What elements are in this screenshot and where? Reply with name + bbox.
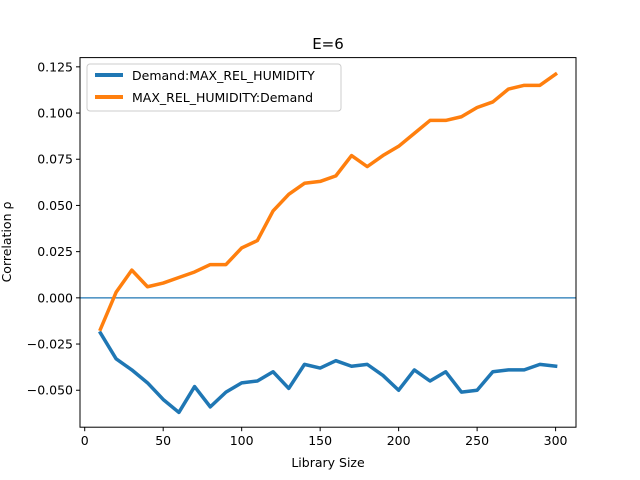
y-axis-ticks: −0.050 −0.025 0.000 0.025 0.050 0.075 0.100 0.1…: [27, 59, 80, 398]
series-line-1: [98, 71, 559, 332]
data-point-s0-25: [491, 370, 494, 373]
data-point-s1-4: [162, 282, 165, 285]
x-axis-label: Library Size: [291, 455, 365, 470]
data-point-s1-19: [397, 145, 400, 148]
x-tick-label: 100: [230, 433, 254, 448]
data-point-s1-10: [256, 239, 259, 242]
data-point-s1-22: [444, 119, 447, 122]
data-point-s1-29: [554, 73, 557, 76]
axes-frame: [79, 57, 577, 428]
data-point-s0-5: [177, 411, 180, 414]
data-point-s0-9: [240, 381, 243, 384]
data-point-s1-25: [491, 100, 494, 103]
data-point-s0-24: [476, 389, 479, 392]
data-point-s0-2: [130, 368, 133, 371]
x-axis-ticks: 0 50 100 150 200 250 300: [81, 427, 568, 448]
y-tick-label: −0.025: [27, 337, 73, 352]
data-point-s1-17: [366, 165, 369, 168]
data-point-s0-16: [350, 365, 353, 368]
data-point-s1-5: [177, 276, 180, 279]
data-point-s1-20: [413, 132, 416, 135]
chart-title: E=6: [312, 35, 344, 53]
legend-label-demand-humidity: Demand:MAX_REL_HUMIDITY: [132, 68, 315, 83]
data-point-s0-10: [256, 380, 259, 383]
data-point-s0-23: [460, 391, 463, 394]
data-point-s0-22: [444, 370, 447, 373]
plot-area: [80, 71, 576, 415]
y-tick-label: 0.000: [37, 290, 73, 305]
y-tick-label: −0.050: [27, 383, 73, 398]
legend-label-humidity-demand: MAX_REL_HUMIDITY:Demand: [132, 90, 313, 105]
x-tick-label: 150: [308, 433, 332, 448]
data-point-s1-0: [99, 328, 102, 331]
data-point-s1-2: [130, 269, 133, 272]
data-point-s1-13: [303, 182, 306, 185]
data-point-s0-21: [429, 380, 432, 383]
data-point-s1-28: [538, 84, 541, 87]
data-point-s0-17: [366, 363, 369, 366]
data-point-s0-12: [287, 387, 290, 390]
data-point-s1-27: [523, 84, 526, 87]
y-tick-label: 0.025: [37, 244, 73, 259]
data-point-s0-27: [523, 368, 526, 371]
data-point-s0-19: [397, 389, 400, 392]
data-point-s0-8: [224, 391, 227, 394]
x-tick-label: 50: [155, 433, 171, 448]
data-point-s0-0: [99, 331, 102, 334]
x-tick-label: 250: [465, 433, 489, 448]
data-point-s0-14: [319, 367, 322, 370]
x-tick-label: 200: [387, 433, 411, 448]
y-axis-label: Correlation ρ: [0, 202, 14, 283]
data-point-s1-6: [193, 270, 196, 273]
legend: Demand:MAX_REL_HUMIDITY MAX_REL_HUMIDITY…: [86, 63, 342, 112]
y-tick-label: 0.050: [37, 198, 73, 213]
data-point-s0-1: [115, 357, 118, 360]
y-tick-label: 0.125: [37, 59, 73, 74]
data-point-s0-3: [146, 381, 149, 384]
data-point-s1-14: [319, 180, 322, 183]
data-point-s0-4: [162, 398, 165, 401]
y-tick-label: 0.075: [37, 152, 73, 167]
data-point-s0-15: [334, 359, 337, 362]
data-point-s1-18: [381, 154, 384, 157]
series-line-0: [98, 330, 558, 415]
y-tick-label: 0.100: [37, 106, 73, 121]
data-point-s1-12: [287, 193, 290, 196]
data-point-s0-29: [554, 365, 557, 368]
data-point-s1-26: [507, 88, 510, 91]
x-tick-label: 300: [544, 433, 568, 448]
data-point-s1-9: [240, 246, 243, 249]
data-point-s1-15: [334, 174, 337, 177]
data-point-s1-3: [146, 285, 149, 288]
x-tick-label: 0: [81, 433, 89, 448]
data-point-s0-26: [507, 368, 510, 371]
legend-box: [86, 63, 342, 112]
data-point-s1-23: [460, 115, 463, 118]
data-point-s1-24: [476, 106, 479, 109]
data-point-s1-1: [115, 291, 118, 294]
data-point-s0-7: [209, 405, 212, 408]
data-point-s0-28: [538, 363, 541, 366]
data-point-s1-7: [209, 263, 212, 266]
data-point-s0-11: [272, 370, 275, 373]
data-point-s0-6: [193, 385, 196, 388]
data-point-s1-11: [272, 209, 275, 212]
data-point-s1-8: [224, 263, 227, 266]
data-point-s0-13: [303, 363, 306, 366]
data-point-s1-16: [350, 154, 353, 157]
data-point-s1-21: [429, 119, 432, 122]
data-point-s0-18: [381, 374, 384, 377]
data-point-s0-20: [413, 368, 416, 371]
